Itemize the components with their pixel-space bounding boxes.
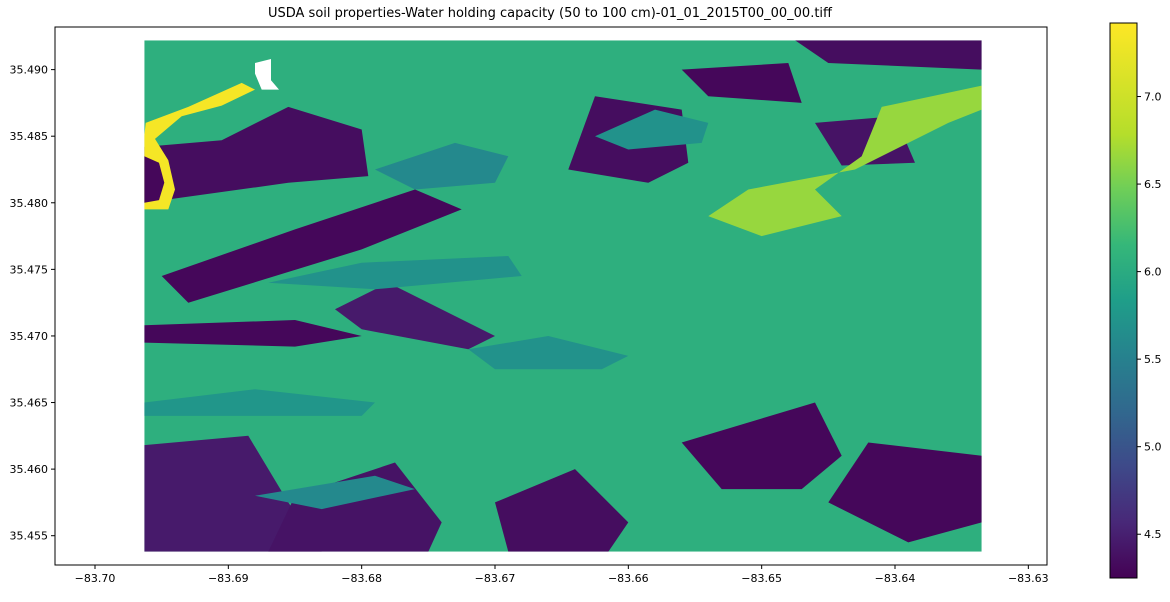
- raster-region-mid-14: [144, 389, 375, 416]
- y-tick-label: 35.465: [10, 397, 49, 410]
- colorbar-axis: 4.5 5.0 5.5 6.0 6.5 7.0: [1137, 91, 1162, 541]
- raster-region-low-8: [795, 40, 982, 70]
- colorbar-tick-label: 7.0: [1144, 91, 1162, 104]
- x-axis: −83.70 −83.69 −83.68 −83.67 −83.66 −83.65 −83.…: [75, 565, 1049, 585]
- x-tick-label: −83.69: [208, 572, 249, 585]
- x-tick-label: −83.68: [341, 572, 382, 585]
- x-tick-label: −83.66: [608, 572, 649, 585]
- raster-region-low-12: [495, 469, 629, 552]
- raster-region-low-5: [335, 282, 495, 350]
- colorbar-tick-label: 5.5: [1144, 353, 1162, 366]
- y-tick-label: 35.485: [10, 130, 49, 143]
- raster-region-low-11: [828, 442, 982, 543]
- raster-region-low-7: [681, 63, 802, 103]
- raster-region-mid-18: [255, 475, 415, 510]
- colorbar-tick-label: 4.5: [1144, 528, 1162, 541]
- x-tick-label: −83.67: [475, 572, 516, 585]
- y-tick-label: 35.460: [10, 463, 49, 476]
- chart-title: USDA soil properties-Water holding capac…: [268, 6, 833, 21]
- y-axis: 35.455 35.460 35.465 35.470 35.475 35.480 35.4…: [10, 64, 55, 543]
- raster-region-low-3: [144, 435, 322, 552]
- raster-region-low-1: [161, 189, 462, 303]
- raster-region-high-19: [708, 85, 982, 237]
- raster-region-nodata-22: [255, 59, 279, 90]
- raster-region-mid-15: [468, 336, 629, 370]
- y-tick-label: 35.480: [10, 197, 49, 210]
- raster-region-max-20: [144, 82, 255, 210]
- raster-region-mid-16: [375, 142, 509, 190]
- raster-region-low-10: [681, 402, 842, 490]
- y-tick-label: 35.490: [10, 64, 49, 77]
- raster-region-mid-13: [268, 256, 522, 290]
- colorbar-tick-label: 6.0: [1144, 266, 1162, 279]
- x-tick-label: −83.65: [741, 572, 782, 585]
- colorbar-tick-label: 5.0: [1144, 441, 1162, 454]
- raster-region-low-2: [144, 320, 362, 347]
- colorbar-tick-label: 6.5: [1144, 178, 1162, 191]
- y-tick-label: 35.470: [10, 330, 49, 343]
- raster-layer: [144, 40, 982, 552]
- y-tick-label: 35.475: [10, 263, 49, 276]
- raster-region-low-21: [144, 156, 165, 203]
- y-tick-label: 35.455: [10, 530, 49, 543]
- raster-region-low-0: [144, 106, 369, 203]
- x-tick-label: −83.70: [75, 572, 116, 585]
- x-tick-label: −83.63: [1008, 572, 1049, 585]
- x-tick-label: −83.64: [875, 572, 916, 585]
- raster-region-mid-17: [595, 109, 709, 150]
- colorbar: [1109, 22, 1138, 579]
